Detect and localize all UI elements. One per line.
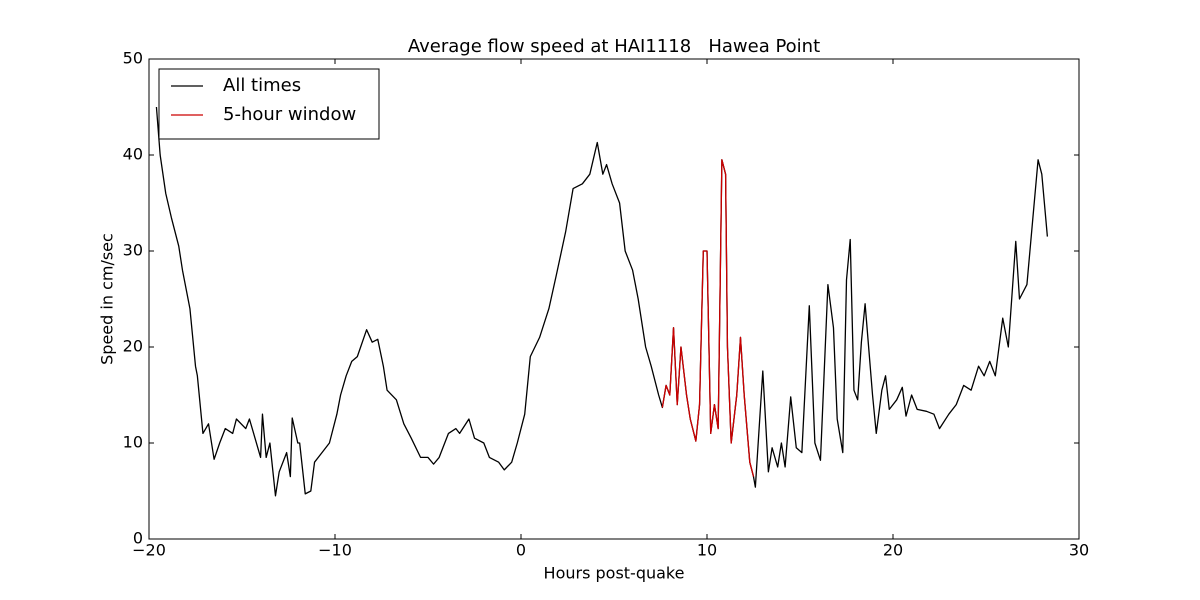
x-tick-label: −20 — [132, 541, 166, 560]
y-tick-label: 50 — [123, 49, 143, 68]
x-axis-label: Hours post-quake — [544, 564, 685, 583]
legend-box — [158, 68, 380, 140]
y-tick-label: 30 — [123, 241, 143, 260]
chart-title: Average flow speed at HAI1118 Hawea Poin… — [408, 36, 820, 57]
x-tick-label: −10 — [318, 541, 352, 560]
y-tick-label: 10 — [123, 433, 143, 452]
y-tick-label: 20 — [123, 337, 143, 356]
plot-frame — [148, 58, 1080, 540]
x-tick-label: 0 — [516, 541, 526, 560]
legend-label: All times — [223, 75, 301, 96]
legend-label: 5-hour window — [223, 104, 356, 125]
y-tick-label: 0 — [133, 529, 143, 548]
x-tick-label: 10 — [697, 541, 717, 560]
data-line — [155, 106, 1049, 497]
x-tick-label: 30 — [1069, 541, 1089, 560]
y-tick-label: 40 — [123, 145, 143, 164]
data-line — [661, 159, 755, 477]
x-tick-label: 20 — [883, 541, 903, 560]
y-axis-label: Speed in cm/sec — [98, 233, 117, 365]
